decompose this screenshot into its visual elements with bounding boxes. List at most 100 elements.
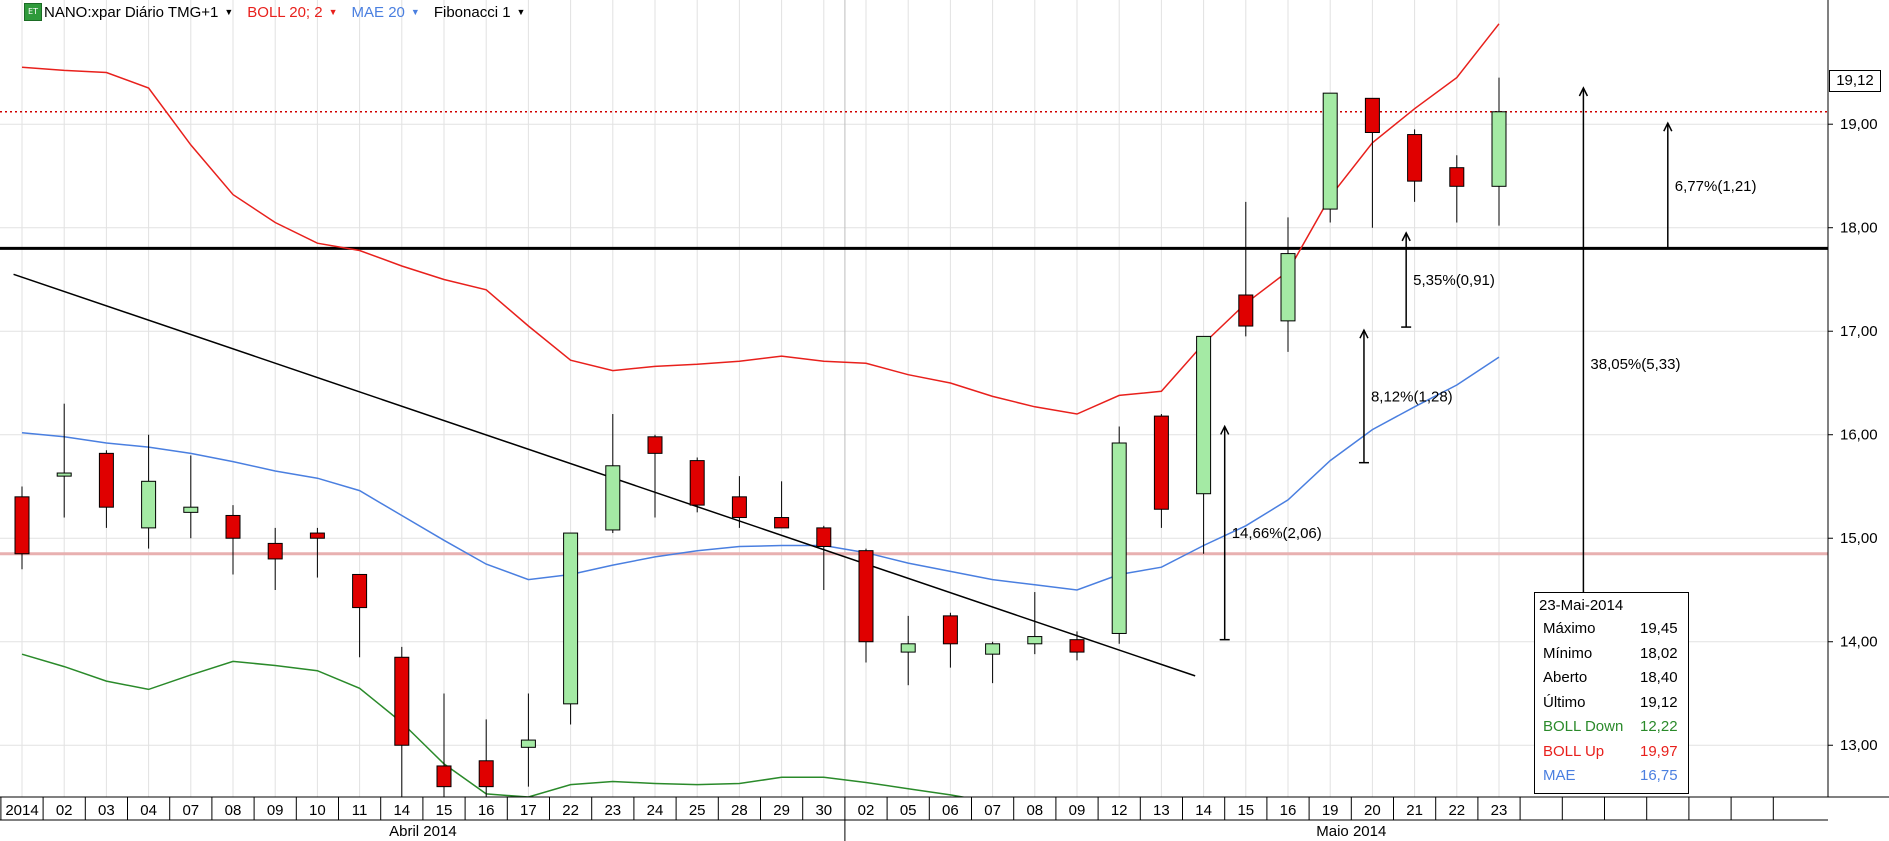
candle-body bbox=[141, 480, 157, 529]
indicator-mae-label: MAE 20 bbox=[351, 3, 405, 21]
info-row-key: MAE bbox=[1543, 767, 1576, 784]
info-row-key: Último bbox=[1543, 693, 1586, 711]
info-row: BOLL Down 12,22 bbox=[1543, 718, 1684, 738]
candle-body bbox=[731, 496, 747, 519]
info-row-value: 19,45 bbox=[1640, 620, 1678, 637]
x-tick-label: 08 bbox=[225, 802, 242, 819]
symbol-selector[interactable]: ET NANO:xpar Diário TMG+1 ▼ bbox=[24, 3, 233, 21]
indicator-boll-label: BOLL 20; 2 bbox=[247, 3, 323, 21]
measure-arrow-head bbox=[1578, 86, 1589, 97]
measure-arrow-head bbox=[1663, 121, 1673, 132]
measure-label: 8,12%(1,28) bbox=[1371, 388, 1453, 405]
info-row-key: Mínimo bbox=[1543, 644, 1593, 662]
measure-arrow-head bbox=[1401, 231, 1411, 242]
candle-body bbox=[1491, 111, 1507, 187]
candle-body bbox=[1322, 92, 1338, 210]
info-row: Mínimo 18,02 bbox=[1543, 645, 1684, 665]
x-tick-label: 15 bbox=[436, 802, 453, 819]
y-tick-label: 14,00 bbox=[1840, 634, 1878, 651]
candle-body bbox=[183, 506, 199, 513]
candle-body bbox=[900, 643, 916, 653]
indicator-boll[interactable]: BOLL 20; 2 ▼ bbox=[247, 4, 337, 21]
symbol-label: NANO:xpar Diário TMG+1 bbox=[44, 3, 219, 21]
measure-label: 5,35%(0,91) bbox=[1413, 272, 1495, 289]
candle-body bbox=[816, 527, 832, 548]
candle-body bbox=[98, 452, 114, 508]
y-tick-label: 13,00 bbox=[1840, 737, 1878, 754]
candle-body bbox=[478, 760, 494, 788]
chevron-down-icon[interactable]: ▼ bbox=[224, 7, 234, 17]
candle-body bbox=[225, 514, 241, 539]
candle-body bbox=[1196, 335, 1212, 495]
x-tick-label: 07 bbox=[182, 802, 199, 819]
x-tick-label: 08 bbox=[1026, 802, 1043, 819]
info-row: Aberto 18,40 bbox=[1543, 669, 1684, 689]
chevron-down-icon[interactable]: ▼ bbox=[328, 7, 338, 17]
y-tick-label: 15,00 bbox=[1840, 530, 1878, 547]
x-tick-label: 24 bbox=[647, 802, 664, 819]
candle-body bbox=[1111, 442, 1127, 634]
ohlc-info-box: 23-Mai-2014 Máximo 19,45 Mínimo 18,02 Aberto… bbox=[1534, 592, 1689, 794]
chevron-down-icon[interactable]: ▼ bbox=[410, 7, 420, 17]
x-tick-label: 2014 bbox=[5, 802, 38, 819]
candle-body bbox=[394, 656, 410, 746]
last-price-tag: 19,12 bbox=[1829, 70, 1881, 92]
x-tick-label: 05 bbox=[900, 802, 917, 819]
candle-body bbox=[689, 460, 705, 506]
candle-body bbox=[985, 643, 1001, 655]
x-tick-label: 09 bbox=[1069, 802, 1086, 819]
x-tick-label: 23 bbox=[604, 802, 621, 819]
info-row-value: 16,75 bbox=[1640, 767, 1678, 784]
app-logo-icon: ET bbox=[24, 3, 42, 21]
x-tick-label: 16 bbox=[1280, 802, 1297, 819]
series-line-mae bbox=[21, 356, 1500, 591]
info-row-key: BOLL Up bbox=[1543, 742, 1605, 760]
measure-label: 38,05%(5,33) bbox=[1590, 356, 1680, 373]
info-row-key: Máximo bbox=[1543, 620, 1596, 637]
candle-body bbox=[942, 615, 958, 645]
info-row: Último 19,12 bbox=[1543, 694, 1684, 714]
info-row: BOLL Up 19,97 bbox=[1543, 743, 1684, 763]
x-tick-label: 16 bbox=[478, 802, 495, 819]
x-tick-label: 29 bbox=[773, 802, 790, 819]
x-tick-label: 06 bbox=[942, 802, 959, 819]
measure-arrow-head bbox=[1220, 424, 1230, 435]
candle-body bbox=[14, 496, 30, 555]
candle-body bbox=[1069, 639, 1085, 653]
date-axis-background bbox=[0, 797, 1889, 841]
info-row-value: 18,02 bbox=[1640, 644, 1678, 662]
x-tick-label: 11 bbox=[352, 802, 368, 819]
measure-label: 6,77%(1,21) bbox=[1675, 178, 1757, 195]
indicator-mae[interactable]: MAE 20 ▼ bbox=[352, 4, 420, 21]
candle-body bbox=[1280, 253, 1296, 322]
x-tick-label: 12 bbox=[1111, 802, 1128, 819]
chevron-down-icon[interactable]: ▼ bbox=[516, 7, 526, 17]
candle-body bbox=[1449, 167, 1465, 187]
candle-body bbox=[1407, 134, 1423, 182]
x-tick-label: 17 bbox=[520, 802, 537, 819]
info-row-value: 12,22 bbox=[1640, 718, 1678, 735]
candle-body bbox=[309, 532, 325, 539]
x-tick-label: 23 bbox=[1491, 802, 1508, 819]
chart-toolbar: ET NANO:xpar Diário TMG+1 ▼ BOLL 20; 2 ▼… bbox=[24, 1, 539, 23]
candle-body bbox=[1027, 636, 1043, 645]
indicator-fibonacci[interactable]: Fibonacci 1 ▼ bbox=[434, 4, 526, 21]
info-row-value: 19,12 bbox=[1640, 693, 1678, 711]
info-row-key: Aberto bbox=[1543, 669, 1588, 686]
x-tick-label: 10 bbox=[309, 802, 326, 819]
candle-body bbox=[563, 532, 579, 705]
month-label: Abril 2014 bbox=[389, 823, 457, 840]
x-tick-label: 13 bbox=[1153, 802, 1170, 819]
y-tick-label: 18,00 bbox=[1840, 220, 1878, 237]
candle-body bbox=[56, 472, 72, 477]
measure-arrow-head bbox=[1359, 328, 1369, 339]
x-tick-label: 03 bbox=[98, 802, 115, 819]
x-tick-label: 30 bbox=[815, 802, 832, 819]
info-row-value: 18,40 bbox=[1640, 669, 1678, 686]
candle-body bbox=[267, 542, 283, 560]
y-tick-label: 17,00 bbox=[1840, 323, 1878, 340]
x-tick-label: 21 bbox=[1406, 802, 1423, 819]
x-tick-label: 02 bbox=[858, 802, 875, 819]
